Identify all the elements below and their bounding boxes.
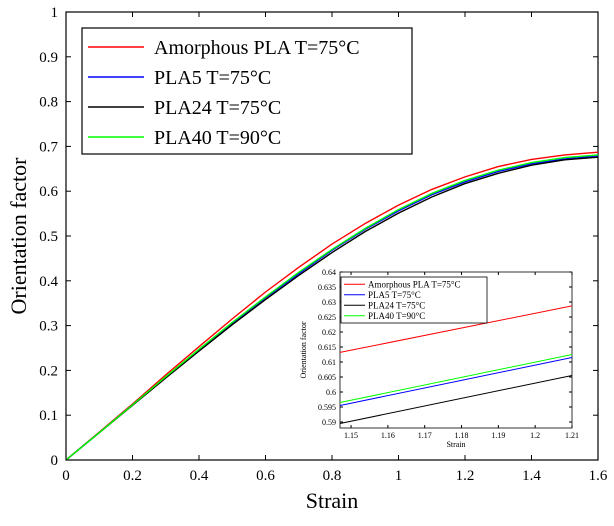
x-tick-label: 1.6 — [589, 468, 608, 484]
x-tick-label: 0.8 — [323, 468, 342, 484]
y-tick-label: 0.1 — [39, 408, 58, 424]
inset-series-line-3 — [339, 354, 573, 403]
series-line-0 — [65, 151, 599, 461]
inset-y-tick-label: 0.595 — [318, 403, 336, 412]
y-tick-label: 1 — [51, 5, 59, 21]
inset-y-tick-label: 0.59 — [322, 418, 336, 427]
inset-x-tick-label: 1.2 — [530, 431, 540, 440]
inset-x-tick-label: 1.17 — [418, 431, 432, 440]
x-tick-label: 1.4 — [522, 468, 541, 484]
y-tick-label: 0.7 — [39, 139, 58, 155]
inset-y-tick-label: 0.61 — [322, 358, 336, 367]
inset-x-tick-label: 1.21 — [565, 431, 579, 440]
inset-legend-label: Amorphous PLA T=75°C — [368, 279, 461, 289]
inset-y-tick-label: 0.6 — [326, 388, 336, 397]
legend-label: Amorphous PLA T=75°C — [154, 37, 360, 59]
x-tick-label: 0 — [62, 468, 70, 484]
y-tick-label: 0.6 — [39, 184, 58, 200]
inset-series-line-2 — [339, 375, 573, 424]
inset-y-tick-label: 0.63 — [322, 298, 336, 307]
y-tick-label: 0.4 — [39, 274, 58, 290]
inset-y-tick-label: 0.615 — [318, 343, 336, 352]
inset-series-line-1 — [339, 357, 573, 406]
inset-x-tick-label: 1.19 — [491, 431, 505, 440]
inset-legend-box — [340, 276, 488, 324]
inset-y-tick-label: 0.64 — [322, 268, 336, 277]
x-tick-label: 0.6 — [256, 468, 275, 484]
y-tick-label: 0 — [51, 453, 59, 469]
inset-y-tick-label: 0.62 — [322, 328, 336, 337]
y-tick-label: 0.3 — [39, 319, 58, 335]
inset-y-tick-label: 0.635 — [318, 283, 336, 292]
inset-x-axis-title: Strain — [446, 440, 465, 449]
legend-box — [81, 27, 413, 155]
x-tick-label: 1.2 — [456, 468, 475, 484]
y-tick-label: 0.9 — [39, 50, 58, 66]
y-tick-label: 0.2 — [39, 363, 58, 379]
x-tick-label: 0.4 — [190, 468, 209, 484]
main-chart: 0 0.2 0.4 0.6 0.8 1 1.2 1.4 1.6 0 0.1 0.2 0.3 0.4 0.5 0… — [6, 5, 608, 513]
inset-x-tick-label: 1.18 — [455, 431, 469, 440]
series-line-3 — [65, 154, 599, 461]
inset-y-tick-label: 0.625 — [318, 313, 336, 322]
series-line-2 — [65, 156, 599, 461]
inset-y-axis-title: Orientation factor — [299, 321, 308, 378]
inset-y-tick-label: 0.605 — [318, 373, 336, 382]
y-tick-label: 0.5 — [39, 229, 58, 245]
x-tick-label: 1 — [395, 468, 403, 484]
x-axis-title: Strain — [306, 488, 359, 513]
legend-label: PLA24 T=75°C — [154, 97, 281, 119]
legend-label: PLA40 T=90°C — [154, 127, 281, 149]
x-tick-label: 0.2 — [123, 468, 142, 484]
inset-legend-label: PLA5 T=75°C — [368, 290, 421, 300]
inset-series-line-0 — [339, 305, 573, 353]
inset-legend-label: PLA24 T=75°C — [368, 300, 425, 310]
inset-chart: 1.15 1.16 1.17 1.18 1.19 1.2 1.210.590.5950.60… — [299, 268, 579, 449]
legend-label: PLA5 T=75°C — [154, 67, 271, 89]
y-axis-title: Orientation factor — [6, 157, 31, 315]
y-tick-label: 0.8 — [39, 95, 58, 111]
inset-x-tick-label: 1.15 — [344, 431, 358, 440]
inset-x-tick-label: 1.16 — [381, 431, 395, 440]
inset-legend-label: PLA40 T=90°C — [368, 311, 425, 321]
